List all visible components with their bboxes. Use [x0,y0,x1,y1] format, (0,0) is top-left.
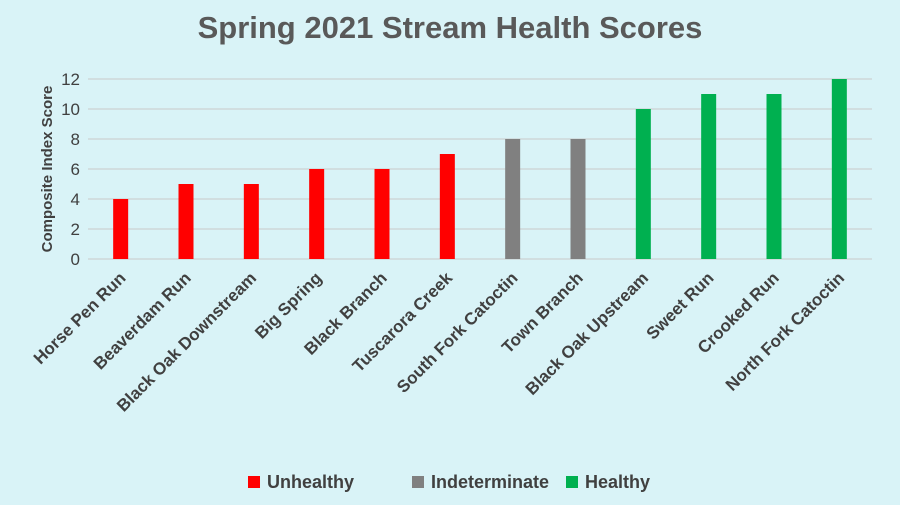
legend-label-healthy: Healthy [585,472,650,492]
bar-town-branch [570,139,586,259]
bar-north-fork-catoctin [831,79,847,259]
y-tick-label: 6 [71,160,80,179]
bar-south-fork-catoctin [505,139,521,259]
y-tick-label: 10 [61,100,80,119]
y-axis-ticks: 0 2 4 6 8 10 12 [61,70,80,269]
y-tick-label: 8 [71,130,80,149]
y-axis-label: Composite Index Score [39,86,56,253]
gridlines [88,78,872,260]
legend-swatch-healthy [566,476,578,488]
legend-swatch-unhealthy [248,476,260,488]
y-tick-label: 0 [71,250,80,269]
y-tick-label: 2 [71,220,80,239]
bar-crooked-run [766,94,782,259]
y-tick-label: 4 [71,190,80,209]
bar-big-spring [309,169,325,259]
y-tick-label: 12 [61,70,80,89]
bar-sweet-run [701,94,717,259]
bar-tuscarora-creek [439,154,455,259]
legend-label-unhealthy: Unhealthy [267,472,354,492]
bar-black-oak-downstream [243,184,259,259]
bar-black-branch [374,169,390,259]
legend-label-indeterminate: Indeterminate [431,472,549,492]
chart-title: Spring 2021 Stream Health Scores [198,10,703,45]
bar-black-oak-upstream [635,109,651,259]
bar-beaverdam-run [178,184,194,259]
legend-swatch-indeterminate [412,476,424,488]
bars [113,79,847,259]
bar-horse-pen-run [113,199,129,259]
legend: Unhealthy Indeterminate Healthy [248,472,650,492]
